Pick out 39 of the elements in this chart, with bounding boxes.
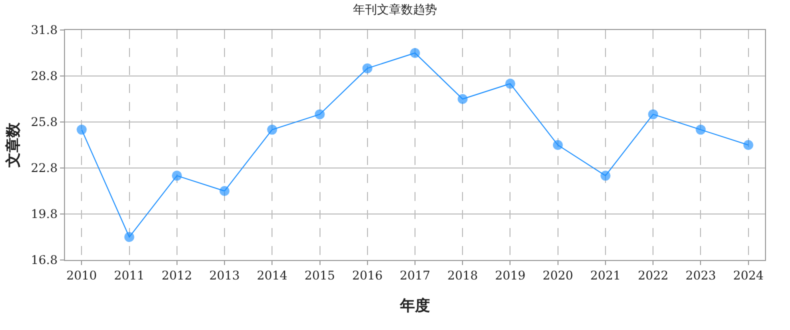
- y-tick-label: 25.8: [30, 115, 58, 130]
- x-tick-label: 2021: [590, 268, 621, 282]
- point: [267, 124, 278, 135]
- x-tick-label: 2013: [209, 268, 240, 282]
- point: [76, 124, 87, 135]
- x-tick-label: 2020: [542, 268, 574, 282]
- x-tick-label: 2018: [447, 268, 478, 282]
- point: [600, 170, 610, 181]
- y-tick-label: 22.8: [30, 161, 58, 176]
- x-tick-label: 2022: [638, 268, 668, 282]
- point: [696, 124, 706, 135]
- chart-title: 年刊文章数趋势: [353, 2, 437, 16]
- x-tick-label: 2012: [162, 268, 192, 282]
- x-axis-title: 年度: [399, 296, 430, 314]
- x-tick-label: 2023: [685, 268, 716, 282]
- x-tick-label: 2019: [494, 268, 526, 282]
- point: [410, 48, 420, 58]
- point: [314, 109, 325, 120]
- y-axis-title: 文章数: [4, 122, 22, 168]
- point: [362, 63, 372, 74]
- point: [743, 140, 754, 150]
- point: [458, 94, 468, 104]
- x-tick-label: 2024: [733, 268, 764, 282]
- point: [172, 170, 182, 181]
- x-tick-label: 2016: [352, 268, 383, 282]
- point: [552, 140, 563, 150]
- y-tick-label: 19.8: [30, 207, 58, 222]
- y-tick-label: 28.8: [30, 69, 58, 84]
- x-tick-label: 2014: [256, 268, 288, 282]
- x-tick-label: 2015: [304, 268, 336, 282]
- y-tick-label: 31.8: [30, 23, 58, 38]
- point: [220, 186, 230, 196]
- x-tick-label: 2011: [114, 268, 145, 282]
- x-tick-label: 2017: [400, 268, 430, 282]
- point: [124, 232, 134, 242]
- y-tick-label: 16.8: [30, 253, 58, 268]
- point: [505, 78, 516, 89]
- x-tick-label: 2010: [66, 268, 97, 282]
- point: [648, 109, 658, 120]
